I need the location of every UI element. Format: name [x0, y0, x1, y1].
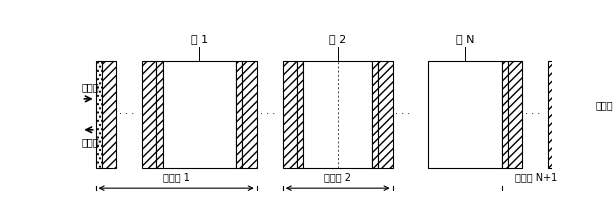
Bar	[236, 61, 242, 167]
Bar	[102, 61, 116, 167]
Bar	[297, 61, 303, 167]
Bar	[242, 61, 257, 167]
Bar	[303, 61, 372, 167]
Bar	[508, 61, 522, 167]
Text: · · ·: · · ·	[395, 109, 411, 119]
Text: 透射光: 透射光	[596, 100, 613, 110]
Bar	[162, 61, 236, 167]
Bar	[156, 61, 162, 167]
Bar	[142, 61, 156, 167]
Bar	[549, 61, 569, 167]
Text: 腔 2: 腔 2	[329, 34, 346, 44]
Text: · · ·: · · ·	[525, 109, 540, 119]
Bar	[283, 61, 297, 167]
Text: · · ·: · · ·	[259, 109, 275, 119]
Bar	[96, 61, 102, 167]
Text: 多层膜 2: 多层膜 2	[324, 173, 351, 183]
Bar	[372, 61, 378, 167]
Text: 入射光: 入射光	[82, 82, 99, 92]
Text: 多层膜 N+1: 多层膜 N+1	[515, 173, 557, 183]
Bar	[428, 61, 502, 167]
Text: · · ·: · · ·	[119, 109, 134, 119]
Text: 腔 1: 腔 1	[191, 34, 208, 44]
Text: 腔 N: 腔 N	[455, 34, 474, 44]
Bar	[502, 61, 508, 167]
Text: 反射光: 反射光	[82, 137, 99, 147]
Bar	[378, 61, 392, 167]
Text: 多层膜 1: 多层膜 1	[162, 173, 189, 183]
